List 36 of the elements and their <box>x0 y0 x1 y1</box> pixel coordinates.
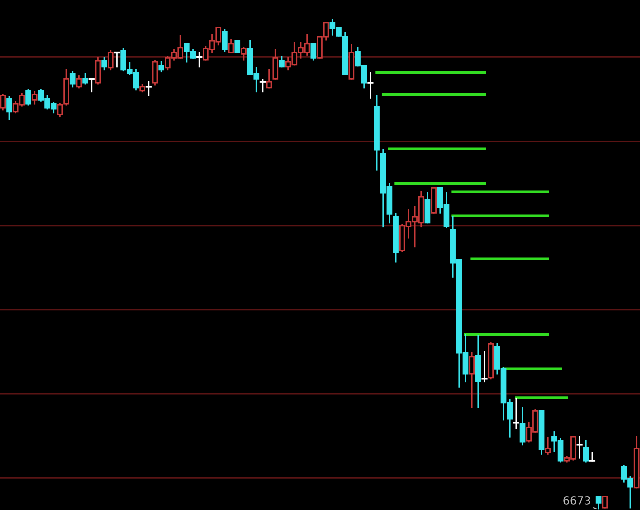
candlestick <box>241 47 247 61</box>
candlestick <box>88 78 95 93</box>
candlestick <box>482 351 488 383</box>
candlestick <box>424 192 431 224</box>
candlestick <box>152 60 158 86</box>
candlestick <box>602 496 608 509</box>
candlestick <box>272 49 279 80</box>
candlestick <box>82 73 88 85</box>
candlestick <box>70 71 76 88</box>
candlestick <box>222 29 228 52</box>
candlestick <box>196 52 203 68</box>
candlestick <box>513 398 520 430</box>
candlestick <box>279 56 285 68</box>
candlestick <box>32 91 38 105</box>
candlestick <box>146 81 152 96</box>
candlestick <box>469 352 475 408</box>
candlestick <box>576 436 583 459</box>
candlestick <box>260 79 266 93</box>
candlestick <box>583 440 590 463</box>
annotation: 6673 <box>564 496 590 505</box>
candlestick <box>234 40 241 54</box>
candlestick <box>95 57 102 85</box>
candlestick <box>6 96 12 120</box>
candlestick <box>26 89 32 106</box>
candlestick <box>545 437 552 455</box>
candlestick <box>520 407 526 446</box>
candlestick <box>0 94 6 111</box>
candlestick <box>108 50 114 71</box>
candlestick <box>102 57 108 71</box>
candlestick <box>266 69 272 89</box>
candlestick <box>114 52 120 68</box>
candlestick <box>76 76 82 89</box>
candlestick <box>310 43 317 61</box>
candlestick <box>228 39 234 54</box>
candlestick <box>158 61 164 73</box>
candlestick <box>368 72 374 99</box>
